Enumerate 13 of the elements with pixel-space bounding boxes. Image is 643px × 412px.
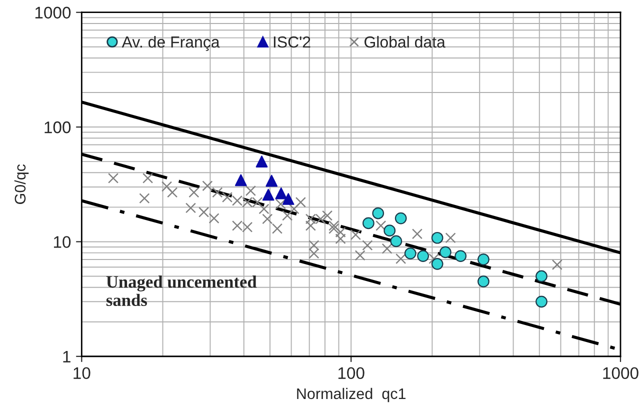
- legend-label: Av. de França: [122, 36, 220, 51]
- x-axis-title: Normalized qc1: [297, 388, 406, 402]
- y-tick-label: 1000: [35, 6, 71, 19]
- y-axis-title: G0/qc: [14, 164, 29, 204]
- y-tick-label: 100: [44, 121, 71, 134]
- x-tick-label: 100: [338, 367, 364, 380]
- y-tick-label: 1: [63, 350, 70, 362]
- y-tick-label: 10: [54, 236, 71, 248]
- annotation: Unaged uncemented sands: [106, 276, 257, 306]
- legend-label: Global data: [364, 36, 446, 48]
- x-tick-label: 10: [74, 367, 90, 380]
- legend-label: ISC'2: [274, 36, 310, 48]
- x-tick-label: 1000: [603, 367, 638, 380]
